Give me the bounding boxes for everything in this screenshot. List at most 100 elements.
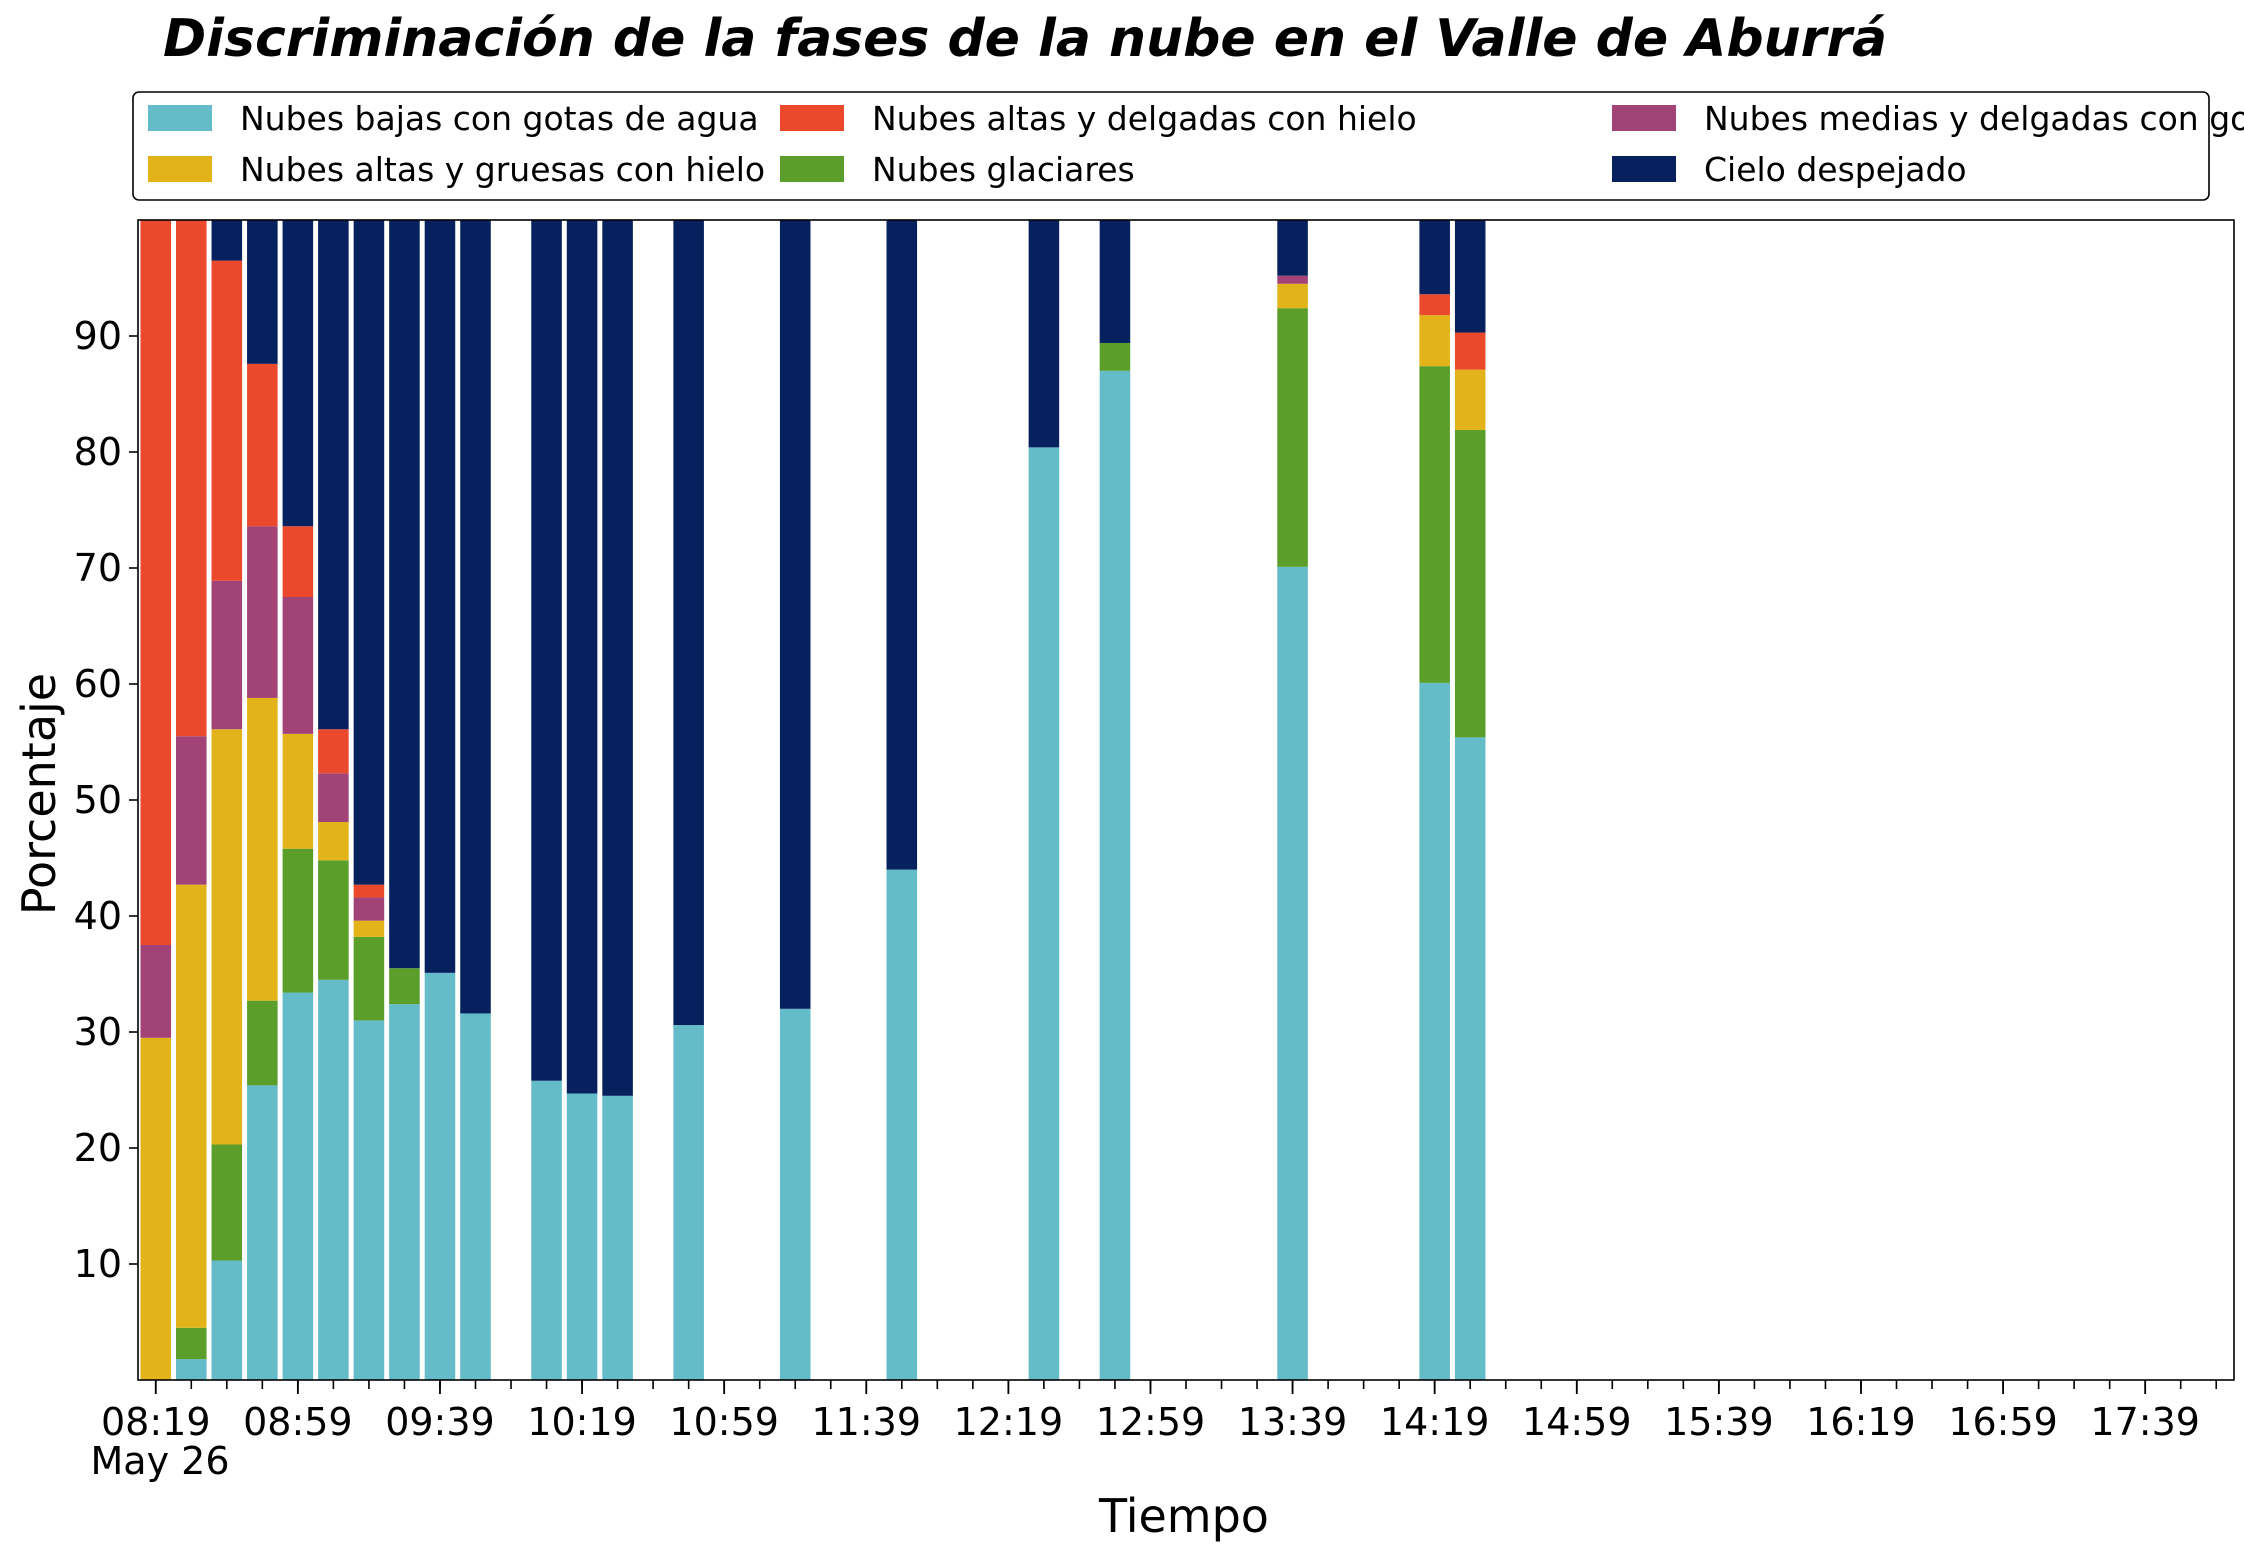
y-tick-label: 60 <box>74 662 122 706</box>
bar-segment-1-2 <box>211 1144 243 1261</box>
bar-segment-0-2 <box>211 1260 243 1380</box>
bar-segment-5-7 <box>389 220 420 969</box>
bar-segment-3-3 <box>247 526 278 698</box>
bar-segment-5-18 <box>1277 220 1308 276</box>
bar-segment-0-16 <box>1028 447 1060 1380</box>
bar-segment-5-13 <box>673 220 704 1026</box>
legend-swatch <box>148 105 212 131</box>
bar-segment-5-16 <box>1028 220 1060 448</box>
bar-segment-5-11 <box>566 220 598 1094</box>
x-tick-label: 12:59 <box>1096 1400 1206 1444</box>
bar-segment-0-19 <box>1419 682 1450 1380</box>
bar-segment-4-0 <box>140 220 172 945</box>
legend-label: Nubes medias y delgadas con gotas de agu… <box>1704 99 2244 138</box>
bar-segment-2-19 <box>1419 315 1450 367</box>
bar-segment-0-17 <box>1099 370 1131 1380</box>
x-tick-label: 08:19 <box>101 1400 211 1444</box>
x-tick-label: 17:39 <box>2090 1400 2200 1444</box>
bar-segment-0-3 <box>247 1085 278 1380</box>
bar-segment-5-5 <box>318 220 349 730</box>
bar-segment-5-17 <box>1099 220 1131 343</box>
x-tick-label: 15:39 <box>1664 1400 1774 1444</box>
bar-segment-0-15 <box>886 869 918 1380</box>
bar-segment-3-2 <box>211 580 243 730</box>
bar-segment-3-18 <box>1277 275 1308 284</box>
x-tick-label: 16:19 <box>1806 1400 1916 1444</box>
x-axis-label: Tiempo <box>1098 1489 1269 1543</box>
bar-segment-4-6 <box>353 884 385 898</box>
bar-segment-5-10 <box>531 220 562 1081</box>
bar-segment-5-4 <box>282 220 314 527</box>
legend-label: Cielo despejado <box>1704 150 1967 189</box>
bar-segment-5-19 <box>1419 220 1450 295</box>
bar-segment-3-1 <box>176 736 207 885</box>
bar-segment-5-3 <box>247 220 278 364</box>
bar-segment-0-6 <box>353 1020 385 1380</box>
bar-segment-5-8 <box>424 220 456 973</box>
bar-segment-0-11 <box>566 1093 598 1380</box>
bar-segment-4-2 <box>211 260 243 581</box>
x-tick-label: 14:59 <box>1522 1400 1632 1444</box>
y-axis: 10 20 30 40 50 60 70 80 90 <box>74 314 138 1286</box>
legend-swatch <box>780 105 844 131</box>
bar-segment-2-0 <box>140 1037 172 1380</box>
bar-segment-0-9 <box>460 1013 491 1380</box>
x-tick-label: 08:59 <box>243 1400 353 1444</box>
legend-swatch <box>1612 105 1676 131</box>
x-tick-label: 10:19 <box>527 1400 637 1444</box>
bar-segment-0-5 <box>318 979 349 1380</box>
legend-label: Nubes bajas con gotas de agua <box>240 99 759 138</box>
bar-segment-1-7 <box>389 968 420 1005</box>
chart-title: Discriminación de la fases de la nube en… <box>163 9 1887 69</box>
bar-segment-2-20 <box>1454 369 1486 430</box>
bar-segment-4-20 <box>1454 332 1486 370</box>
bars-group <box>140 220 1486 1380</box>
bar-segment-1-20 <box>1454 429 1486 738</box>
legend-label: Nubes glaciares <box>872 150 1135 189</box>
bar-segment-5-6 <box>353 220 385 885</box>
bar-segment-1-1 <box>176 1327 207 1360</box>
bar-segment-3-0 <box>140 945 172 1038</box>
y-tick-label: 90 <box>74 314 122 358</box>
bar-segment-0-8 <box>424 972 456 1380</box>
bar-segment-2-3 <box>247 697 278 1001</box>
bar-segment-5-20 <box>1454 220 1486 333</box>
bar-segment-2-1 <box>176 884 207 1328</box>
y-tick-label: 30 <box>74 1010 122 1054</box>
bar-segment-0-1 <box>176 1359 207 1380</box>
x-tick-label: 16:59 <box>1948 1400 2058 1444</box>
x-tick-label: 09:39 <box>385 1400 495 1444</box>
bar-segment-0-4 <box>282 992 314 1380</box>
bar-segment-0-18 <box>1277 566 1308 1380</box>
bar-segment-3-6 <box>353 897 385 921</box>
bar-segment-3-5 <box>318 773 349 823</box>
x-axis-date-label: May 26 <box>91 1439 230 1483</box>
bar-segment-5-14 <box>779 220 811 1009</box>
legend-label: Nubes altas y gruesas con hielo <box>240 150 765 189</box>
bar-segment-0-14 <box>779 1008 811 1380</box>
x-tick-label: 10:59 <box>669 1400 779 1444</box>
y-tick-label: 40 <box>74 894 122 938</box>
bar-segment-5-15 <box>886 220 918 870</box>
bar-segment-1-4 <box>282 848 314 993</box>
legend-swatch <box>148 156 212 182</box>
bar-segment-1-17 <box>1099 342 1131 371</box>
bar-segment-1-19 <box>1419 366 1450 683</box>
x-tick-label: 13:39 <box>1238 1400 1348 1444</box>
y-tick-label: 80 <box>74 430 122 474</box>
bar-segment-4-5 <box>318 729 349 774</box>
bar-segment-5-2 <box>211 220 243 261</box>
bar-segment-2-6 <box>353 920 385 937</box>
bar-segment-3-4 <box>282 597 314 734</box>
y-axis-label: Porcentaje <box>12 673 66 915</box>
legend-swatch <box>1612 156 1676 182</box>
y-tick-label: 10 <box>74 1242 122 1286</box>
y-tick-label: 20 <box>74 1126 122 1170</box>
bar-segment-4-4 <box>282 526 314 597</box>
bar-segment-2-5 <box>318 822 349 861</box>
x-tick-label: 12:19 <box>954 1400 1064 1444</box>
legend-label: Nubes altas y delgadas con hielo <box>872 99 1417 138</box>
bar-segment-4-19 <box>1419 294 1450 316</box>
bar-segment-1-6 <box>353 936 385 1021</box>
